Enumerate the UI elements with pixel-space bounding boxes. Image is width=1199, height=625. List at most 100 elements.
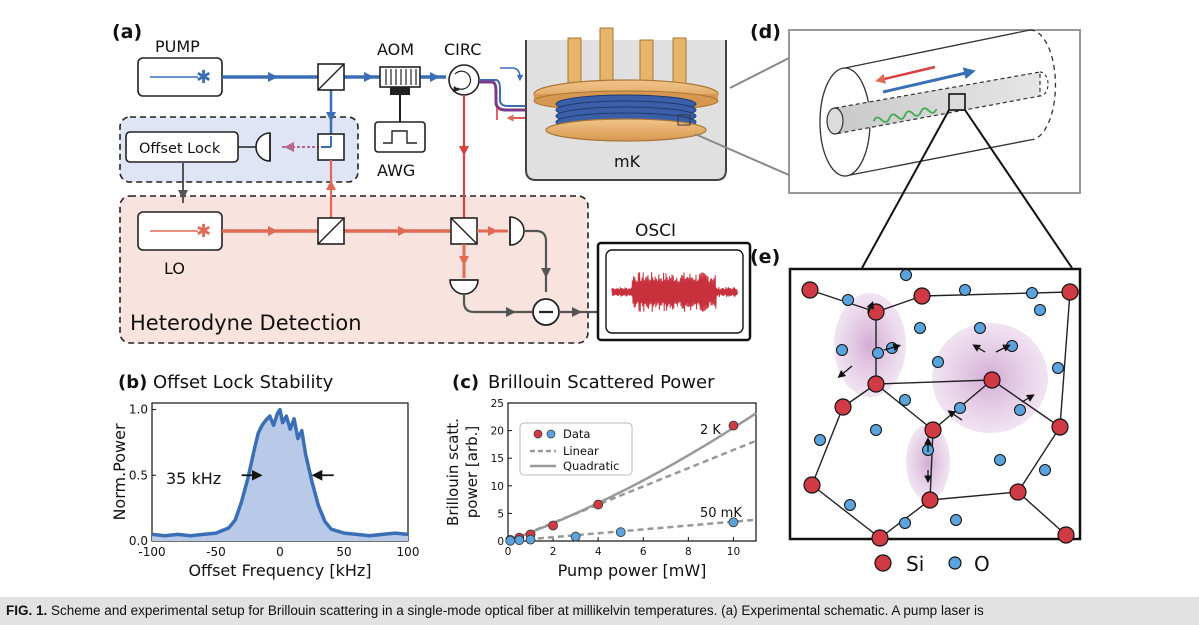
fit-linear-50mk	[507, 518, 757, 543]
si-o-bond	[1017, 426, 1061, 493]
vibration-arrow	[995, 344, 1011, 353]
y-tick-label: 0	[497, 536, 504, 548]
pump-star-icon: ✱	[196, 67, 211, 88]
si-atom	[1009, 483, 1027, 501]
o-atom	[932, 356, 944, 368]
figure-caption: FIG. 1. Scheme and experimental setup fo…	[0, 597, 1199, 625]
si-atom	[924, 421, 942, 439]
lo-star-icon: ✱	[196, 221, 211, 242]
data-point-2k	[728, 420, 739, 431]
figure: (a) PUMP ✱ AOM AWG CIR	[110, 21, 1082, 580]
o-atom	[899, 517, 911, 529]
x-tick-label: 0	[276, 545, 284, 559]
lo-label: LO	[164, 259, 185, 278]
caption-text: Scheme and experimental setup for Brillo…	[51, 603, 984, 618]
si-atom	[1061, 283, 1079, 301]
osci-trace	[611, 272, 738, 312]
si-atom	[803, 476, 821, 494]
plot-c-ylabel-line2: power [arb.]	[463, 426, 481, 518]
o-atom	[1006, 340, 1018, 352]
o-atom	[974, 322, 986, 334]
vibration-arrow	[972, 344, 986, 353]
data-point-2k	[548, 520, 558, 531]
x-tick-label: 100	[397, 545, 420, 559]
o-atom	[870, 424, 882, 436]
o-atom	[1052, 362, 1064, 374]
vibration-arrow	[947, 410, 963, 421]
cryostat: mK	[525, 27, 727, 181]
o-atom	[1014, 404, 1026, 416]
o-atom	[959, 284, 971, 296]
plot-c-label-50mk: 50 mK	[700, 506, 742, 521]
o-atom	[914, 322, 926, 334]
y-tick-label: 15	[491, 453, 504, 465]
si-atom	[1051, 418, 1069, 436]
plot-b: (b) Offset Lock Stability -100 -50 0 50 100 0…	[110, 372, 419, 580]
o-atom	[994, 454, 1006, 466]
plot-b-line	[151, 407, 409, 538]
fiber-panel: (d)	[694, 21, 1081, 269]
si-legend-marker	[874, 554, 892, 572]
panel-label-d: (d)	[750, 21, 781, 43]
si-atom	[983, 371, 1001, 389]
si-o-bond	[929, 429, 934, 501]
panel-label-b: (b)	[118, 372, 147, 393]
offset-lock-label: Offset Lock	[139, 141, 221, 157]
data-point-50mk	[570, 531, 581, 542]
o-atom	[844, 499, 856, 511]
x-tick-label: 2	[550, 546, 557, 558]
osci-label: OSCI	[635, 221, 676, 241]
x-tick-label: 10	[727, 546, 740, 558]
o-atom	[842, 294, 854, 306]
y-tick-label: 0.5	[129, 468, 148, 482]
osci-signal	[611, 272, 738, 312]
o-atom	[872, 347, 884, 359]
data-point-50mk	[615, 527, 626, 538]
y-tick-label: 5	[497, 508, 504, 520]
si-atom	[867, 375, 885, 393]
si-atom	[801, 281, 819, 299]
o-legend-label: O	[974, 552, 990, 576]
vibration-arrow	[866, 301, 874, 315]
panel-label-a: (a)	[112, 21, 142, 43]
plot-b-ylabel: Norm.Power	[110, 423, 129, 521]
plot-c-ylabel-line1: Brillouin scatt.	[444, 418, 462, 526]
data-point-50mk	[505, 535, 516, 546]
plot-c-title: Brillouin Scattered Power	[488, 372, 715, 393]
o-atom	[836, 344, 848, 356]
plot-c: (c) Brillouin Scattered Power 0 2 4 6 8 10 0 5 1…	[444, 372, 757, 580]
photodiode-3	[449, 279, 479, 295]
plot-b-fill	[152, 409, 408, 541]
o-atom	[1034, 304, 1046, 316]
y-tick-label: 0.0	[129, 534, 148, 548]
y-tick-label: 20	[491, 426, 504, 438]
si-atom	[834, 398, 852, 416]
plot-frame	[507, 402, 757, 542]
awg-label: AWG	[377, 161, 415, 180]
heterodyne-label: Heterodyne Detection	[130, 311, 362, 335]
x-tick-label: 50	[336, 545, 351, 559]
vibration-arrow	[883, 343, 901, 352]
plot-b-annotation: 35 kHz	[166, 469, 221, 488]
data-point-2k	[593, 499, 604, 510]
plot-b-xlabel: Offset Frequency [kHz]	[188, 561, 371, 580]
o-legend-marker	[948, 556, 962, 570]
plot-c-label-2k: 2 K	[700, 423, 721, 438]
plot-b-title: Offset Lock Stability	[153, 372, 334, 393]
vibration-arrow	[837, 365, 853, 378]
x-tick-label: 6	[640, 546, 647, 558]
y-tick-label: 25	[491, 398, 504, 410]
o-atom	[899, 394, 911, 406]
x-tick-label: 0	[505, 546, 512, 558]
si-o-bond	[991, 379, 1061, 428]
lattice	[801, 269, 1079, 547]
mk-label: mK	[614, 152, 641, 171]
lattice-panel: (e) Si O	[750, 246, 1082, 576]
si-o-bond	[875, 383, 934, 431]
o-atom	[950, 514, 962, 526]
si-atom	[921, 491, 939, 509]
si-atom	[871, 529, 889, 547]
x-tick-label: 8	[685, 546, 692, 558]
